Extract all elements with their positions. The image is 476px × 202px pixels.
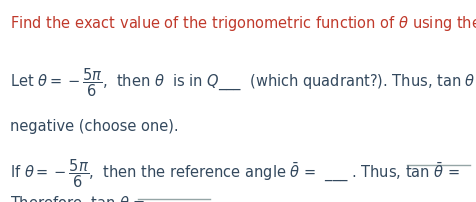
Text: Therefore, tan $\theta$ =: Therefore, tan $\theta$ =	[10, 194, 146, 202]
Text: negative (choose one).: negative (choose one).	[10, 119, 178, 134]
Text: If $\theta = -\dfrac{5\pi}{6}$,  then the reference angle $\bar{\theta}$ =  ___ : If $\theta = -\dfrac{5\pi}{6}$, then the…	[10, 158, 460, 190]
Text: Find the exact value of the trigonometric function of $\theta$ using the given f: Find the exact value of the trigonometri…	[10, 14, 476, 33]
Text: Let $\theta = -\dfrac{5\pi}{6}$,  then $\theta$  is in $Q$___  (which quadrant?): Let $\theta = -\dfrac{5\pi}{6}$, then $\…	[10, 67, 476, 99]
